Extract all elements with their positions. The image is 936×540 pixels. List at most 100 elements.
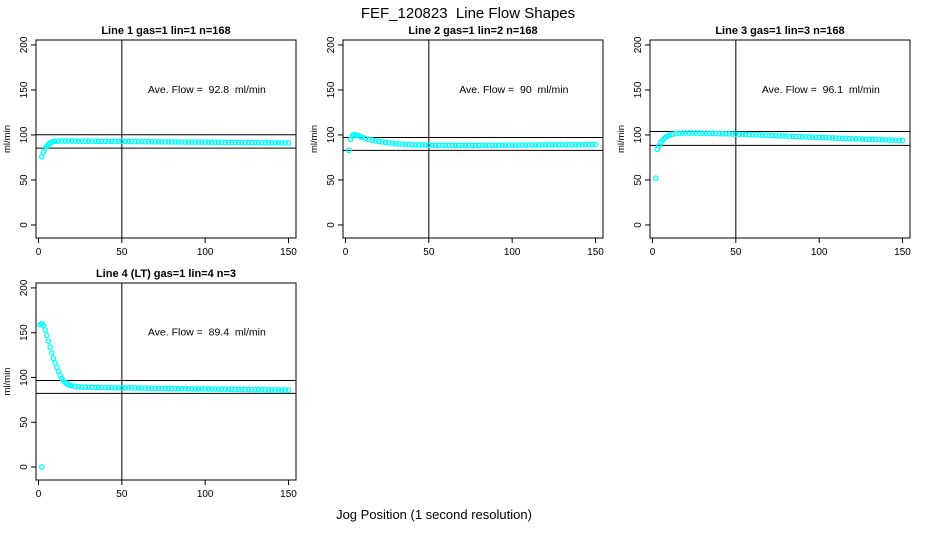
data-point [555,141,562,148]
ave-flow-annotation: Ave. Flow = 89.4 ml/min [148,327,266,339]
y-tick-label: 150 [633,81,644,98]
data-point [852,136,859,142]
data-point [138,385,145,391]
data-point [792,133,799,140]
data-point [58,138,65,144]
data-point [375,138,382,145]
y-tick-label: 100 [19,126,30,143]
data-point [225,139,232,146]
chart-panel-2: 0 50 100 150 200 0 50 100 150 ml/min Ave. Flow = 9… [309,36,604,258]
data-points [38,138,292,160]
data-point [195,385,202,392]
data-point [779,133,786,139]
data-point [345,147,352,154]
data-point [172,139,179,145]
data-point [48,349,55,356]
y-tick-label: 50 [633,174,644,186]
x-tick-label: 150 [894,247,911,258]
data-point [98,138,105,145]
data-point [178,139,185,145]
data-point [729,131,736,137]
data-point [38,464,45,470]
data-point [589,141,596,148]
data-point [202,139,209,146]
data-point [766,132,773,139]
data-point [162,385,169,392]
data-point [265,139,272,146]
data-point [672,130,679,137]
x-tick-label: 50 [116,489,128,500]
data-point [218,139,225,146]
data-point [806,134,813,140]
data-point [125,138,132,145]
data-point [112,384,119,391]
data-point [789,133,796,140]
x-tick-label: 0 [36,489,42,500]
data-point [285,140,292,146]
x-tick-label: 100 [197,247,214,258]
data-point [192,385,199,392]
y-tick-label: 50 [19,416,30,428]
data-point [385,140,392,146]
data-point [359,134,366,141]
x-tick-label: 0 [343,247,349,258]
data-point [142,385,149,391]
data-point [529,142,536,148]
data-point [155,138,162,145]
data-point [242,386,249,393]
data-point [562,141,569,148]
x-tick-label: 150 [587,247,604,258]
panel-3-title: Line 3 gas=1 lin=3 n=168 [715,25,845,37]
data-point [379,139,386,145]
data-point [455,142,462,149]
data-point [122,385,129,391]
data-point [849,135,856,142]
y-tick-label: 200 [19,36,30,53]
data-point [509,142,516,149]
data-point [519,142,526,148]
data-point [272,140,279,146]
data-point [135,385,142,391]
data-point [822,134,829,141]
data-point [439,142,446,149]
data-point [285,387,292,393]
data-point [772,132,779,139]
data-point [78,138,85,144]
data-point [242,139,249,146]
data-point [485,142,492,149]
data-point [842,135,849,142]
data-point [702,130,709,137]
data-point [719,130,726,137]
data-point [232,386,239,393]
data-point [282,140,289,146]
x-tick-label: 150 [280,489,297,500]
data-point [158,138,165,145]
data-point [95,138,102,145]
data-point [465,142,472,149]
data-point [539,142,546,148]
data-point [168,139,175,145]
data-point [115,384,122,391]
y-tick-label: 0 [19,464,30,470]
data-point [515,142,522,148]
data-point [832,135,839,141]
data-point [282,387,289,393]
data-point [549,142,556,148]
x-tick-label: 0 [36,247,42,258]
data-point [268,386,275,393]
data-point [238,139,245,146]
data-point [175,139,182,145]
y-tick-label: 150 [19,324,30,341]
data-point [409,141,416,148]
data-point [862,136,869,143]
data-point [215,139,222,146]
data-point [55,138,62,144]
data-point [88,384,95,391]
data-point [148,385,155,392]
data-point [422,142,429,148]
data-point [575,141,582,148]
data-point [188,139,195,145]
data-point [492,142,499,149]
data-point [372,137,379,144]
